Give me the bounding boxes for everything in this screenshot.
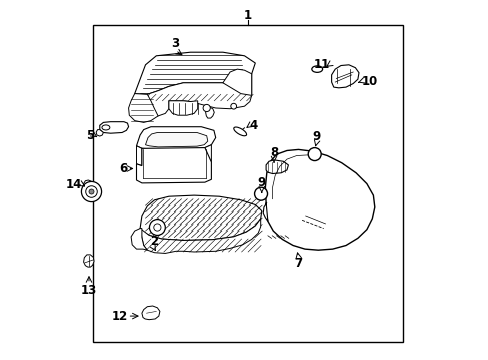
Text: 12: 12 bbox=[111, 310, 127, 323]
Polygon shape bbox=[145, 132, 207, 147]
Text: 8: 8 bbox=[269, 146, 278, 159]
Polygon shape bbox=[263, 202, 267, 221]
Circle shape bbox=[230, 103, 236, 109]
Circle shape bbox=[81, 181, 102, 202]
Circle shape bbox=[89, 189, 94, 194]
Polygon shape bbox=[83, 180, 92, 189]
Polygon shape bbox=[136, 146, 142, 166]
Text: 7: 7 bbox=[294, 257, 302, 270]
Polygon shape bbox=[134, 74, 251, 116]
Circle shape bbox=[85, 186, 97, 197]
Text: 13: 13 bbox=[81, 284, 97, 297]
Circle shape bbox=[149, 220, 165, 235]
Text: 5: 5 bbox=[85, 129, 94, 141]
Bar bbox=[93, 25, 402, 342]
Polygon shape bbox=[83, 255, 94, 267]
Text: 11: 11 bbox=[313, 58, 329, 71]
Polygon shape bbox=[168, 101, 197, 115]
Polygon shape bbox=[204, 145, 211, 165]
Polygon shape bbox=[136, 127, 215, 149]
Text: 9: 9 bbox=[257, 176, 265, 189]
Text: 1: 1 bbox=[244, 9, 252, 22]
Circle shape bbox=[307, 148, 321, 161]
Text: 14: 14 bbox=[65, 178, 81, 191]
Polygon shape bbox=[96, 130, 103, 136]
Ellipse shape bbox=[233, 127, 246, 136]
Polygon shape bbox=[140, 195, 261, 240]
Polygon shape bbox=[136, 148, 211, 183]
Circle shape bbox=[153, 224, 161, 231]
Text: 10: 10 bbox=[361, 75, 377, 88]
Polygon shape bbox=[205, 107, 214, 118]
Ellipse shape bbox=[102, 125, 110, 130]
Polygon shape bbox=[128, 94, 158, 122]
Text: 6: 6 bbox=[119, 162, 127, 175]
Polygon shape bbox=[223, 69, 251, 95]
Text: 3: 3 bbox=[171, 37, 179, 50]
Text: 4: 4 bbox=[249, 119, 258, 132]
Polygon shape bbox=[265, 160, 288, 174]
Circle shape bbox=[203, 104, 210, 112]
Text: 9: 9 bbox=[312, 130, 320, 143]
Circle shape bbox=[254, 187, 267, 200]
Polygon shape bbox=[331, 65, 358, 88]
Polygon shape bbox=[265, 149, 374, 250]
Polygon shape bbox=[131, 229, 147, 250]
Text: 2: 2 bbox=[149, 235, 158, 248]
Polygon shape bbox=[134, 52, 255, 98]
Ellipse shape bbox=[311, 66, 322, 72]
Polygon shape bbox=[100, 122, 128, 133]
Polygon shape bbox=[140, 219, 260, 253]
Polygon shape bbox=[142, 306, 160, 320]
